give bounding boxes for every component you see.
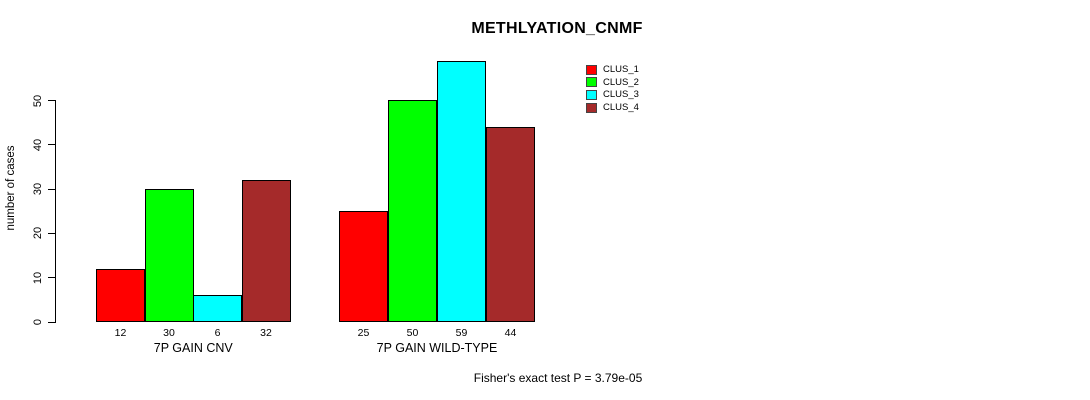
legend-label: CLUS_4 — [603, 102, 639, 114]
legend-label: CLUS_3 — [603, 89, 639, 101]
bar-clus_2-group1 — [144, 189, 194, 322]
y-tick-label: 40 — [32, 138, 44, 151]
y-axis-line — [55, 100, 56, 323]
x-category-label: 7P GAIN WILD-TYPE — [376, 341, 498, 355]
bar-value-label: 25 — [357, 327, 370, 339]
bar-clus_2-group2 — [388, 100, 437, 322]
bar-value-label: 30 — [163, 327, 175, 339]
fisher-test-note: Fisher's exact test P = 3.79e-05 — [473, 371, 643, 385]
legend-label: CLUS_1 — [603, 64, 639, 75]
y-tick-mark — [48, 188, 55, 190]
y-tick-label: 50 — [32, 94, 44, 107]
bar-clus_3-group1 — [193, 295, 242, 322]
bar-value-label: 6 — [214, 327, 221, 339]
y-tick-mark — [48, 232, 55, 234]
bar-value-label: 59 — [455, 327, 468, 339]
y-tick-label: 30 — [32, 182, 44, 196]
legend-item: CLUS_1 — [586, 64, 639, 75]
y-tick-label: 20 — [32, 227, 44, 240]
y-axis-label: number of cases — [5, 145, 17, 231]
legend-item: CLUS_4 — [586, 102, 639, 113]
legend-item: CLUS_3 — [586, 89, 639, 100]
bar-clus_4-group1 — [241, 180, 291, 322]
chart-title: METHLYATION_CNMF — [471, 20, 643, 37]
legend: CLUS_1 CLUS_2 CLUS_3 CLUS_4 — [586, 64, 666, 118]
y-tick-mark — [48, 144, 55, 146]
bar-value-label: 12 — [114, 327, 127, 339]
bar-clus_3-group2 — [437, 61, 486, 322]
y-tick-mark — [48, 277, 55, 279]
legend-label: CLUS_2 — [603, 76, 639, 88]
y-tick-mark — [48, 100, 55, 101]
legend-item: CLUS_2 — [586, 77, 639, 88]
bar-value-label: 32 — [260, 327, 272, 339]
bar-value-label: 44 — [504, 327, 517, 339]
legend-swatch-clus_4 — [586, 102, 597, 113]
bar-clus_4-group2 — [486, 127, 535, 322]
y-tick-label: 10 — [32, 271, 44, 284]
y-tick-label: 0 — [32, 318, 44, 326]
bar-clus_1-group2 — [339, 211, 388, 322]
bar-value-label: 50 — [406, 327, 419, 339]
legend-swatch-clus_1 — [586, 64, 597, 75]
legend-swatch-clus_2 — [586, 77, 597, 88]
bar-clus_1-group1 — [96, 269, 145, 322]
x-category-label: 7P GAIN CNV — [153, 341, 233, 355]
y-tick-mark — [48, 321, 55, 323]
legend-swatch-clus_3 — [586, 89, 597, 100]
